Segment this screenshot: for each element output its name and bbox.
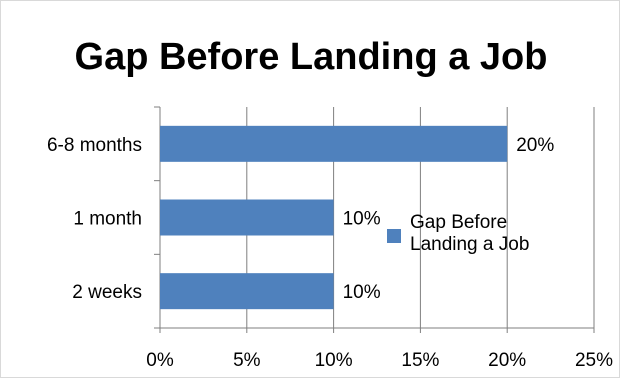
category-label: 6-8 months: [47, 135, 142, 156]
data-label: 20%: [516, 135, 554, 156]
x-tick-label: 25%: [575, 350, 613, 371]
category-label: 2 weeks: [72, 282, 142, 303]
legend-label: Gap Before Landing a Job: [410, 212, 529, 255]
bar: [160, 273, 334, 310]
bar: [160, 199, 334, 236]
x-tick-label: 20%: [488, 350, 526, 371]
chart-title: Gap Before Landing a Job: [74, 36, 548, 78]
data-label: 10%: [343, 209, 381, 230]
legend-swatch: [387, 229, 401, 243]
x-tick-label: 5%: [233, 350, 261, 371]
x-tick-label: 0%: [146, 350, 174, 371]
category-label: 1 month: [73, 209, 142, 230]
bar: [160, 125, 508, 162]
x-tick-label: 10%: [315, 350, 353, 371]
data-label: 10%: [343, 282, 381, 303]
x-tick-label: 15%: [401, 350, 439, 371]
